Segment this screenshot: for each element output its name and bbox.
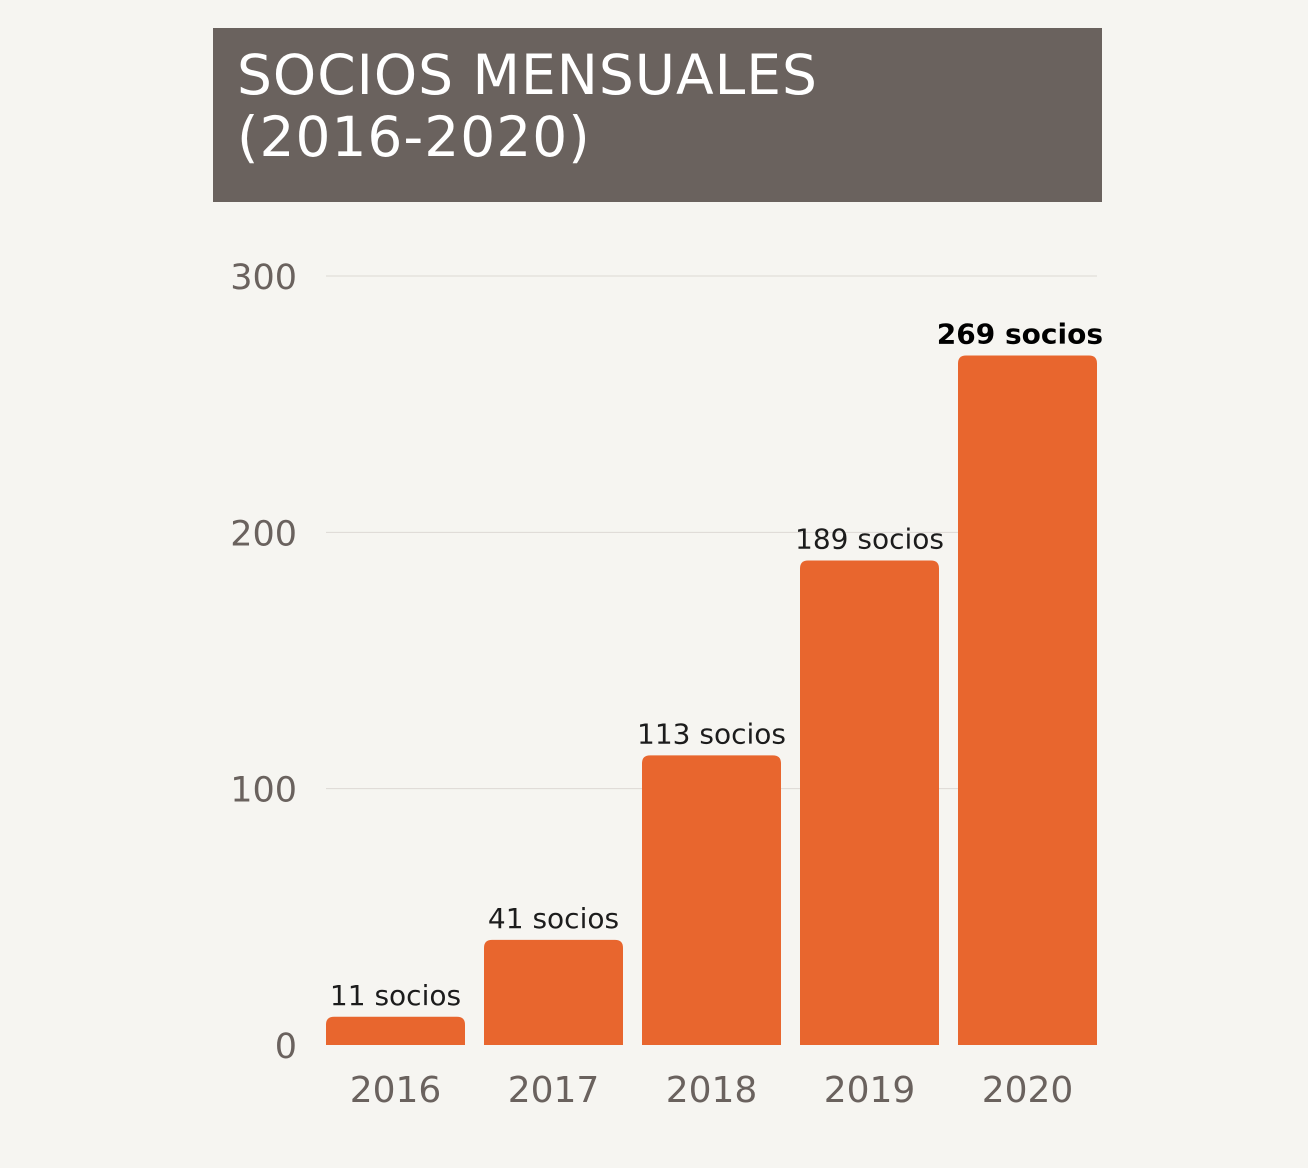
y-tick-label-200: 200	[230, 514, 297, 554]
x-axis-categories: 2016 2017 2018 2019 2020	[350, 1070, 1074, 1111]
x-category-label-2018: 2018	[666, 1070, 758, 1111]
data-labels: 11 socios 41 socios 113 socios 189 socios 26…	[330, 317, 1103, 1011]
x-category-label-2020: 2020	[982, 1070, 1074, 1111]
data-label-2020: 269 socios	[937, 317, 1103, 350]
x-category-label-2017: 2017	[508, 1070, 600, 1111]
y-tick-label-0: 0	[275, 1027, 297, 1067]
chart-title-box: SOCIOS MENSUALES (2016-2020)	[213, 28, 1102, 202]
data-label-2016: 11 socios	[330, 979, 461, 1012]
x-category-label-2019: 2019	[824, 1070, 916, 1111]
data-label-2018: 113 socios	[637, 717, 786, 750]
bar-2017	[484, 939, 623, 1045]
bar-2018	[642, 755, 781, 1045]
y-tick-label-100: 100	[230, 771, 297, 811]
data-label-2017: 41 socios	[488, 902, 619, 935]
bars	[326, 355, 1097, 1045]
chart-title-line-1: SOCIOS MENSUALES	[237, 43, 818, 107]
bar-2016	[326, 1016, 465, 1045]
chart-title-line-2: (2016-2020)	[237, 105, 591, 169]
bar-2019	[800, 560, 939, 1045]
y-tick-label-300: 300	[230, 258, 297, 298]
y-axis-ticks: 0 100 200 300	[230, 258, 297, 1067]
bar-2020	[958, 355, 1097, 1045]
data-label-2019: 189 socios	[795, 523, 944, 556]
x-category-label-2016: 2016	[350, 1070, 442, 1111]
